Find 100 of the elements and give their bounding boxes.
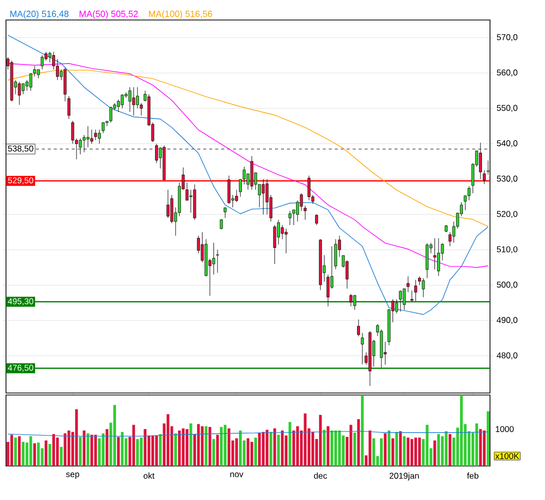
bar	[216, 434, 219, 466]
bar	[33, 443, 36, 466]
candlestick	[166, 189, 170, 218]
candlestick	[357, 319, 360, 337]
candlestick	[266, 178, 269, 215]
bar	[113, 404, 116, 466]
bar	[186, 429, 188, 466]
y-tick-label: 490,0	[496, 317, 518, 324]
bar	[68, 430, 70, 466]
bar	[132, 424, 136, 466]
candlestick	[433, 238, 436, 270]
bar	[250, 442, 254, 466]
candlestick	[479, 142, 482, 180]
bar	[437, 434, 440, 466]
bar	[82, 430, 86, 466]
bar	[311, 432, 314, 466]
candlestick	[82, 134, 86, 152]
bar	[174, 433, 177, 466]
bar	[208, 426, 212, 466]
candlestick	[315, 214, 318, 226]
candlestick	[437, 238, 440, 276]
ref-line-label: 529,50	[8, 177, 34, 184]
candlestick	[349, 294, 352, 307]
text: x100K	[495, 453, 520, 460]
bar	[433, 440, 436, 466]
bar	[29, 436, 32, 466]
bar	[388, 430, 390, 466]
candlestick	[128, 86, 132, 112]
y-tick-label: 540,0	[496, 140, 518, 148]
bar	[254, 438, 257, 466]
y-tick-label: 560,0	[496, 70, 518, 77]
candlestick	[98, 129, 101, 144]
candlestick	[102, 122, 105, 134]
candlestick	[109, 106, 112, 123]
candlestick	[284, 228, 288, 254]
line-series	[8, 34, 488, 315]
candlestick	[33, 66, 36, 77]
bar	[350, 424, 352, 466]
bar	[78, 436, 82, 466]
bar	[357, 419, 360, 466]
x-tick-label: feb	[467, 472, 478, 479]
candlestick	[212, 242, 216, 275]
bar	[266, 430, 268, 466]
bar	[288, 422, 292, 466]
series-label: MA(20) 516,48	[10, 10, 69, 19]
bar	[486, 411, 490, 466]
bar	[228, 428, 230, 466]
x-tick-label: sep	[66, 472, 80, 479]
candlestick	[220, 218, 223, 230]
text: MA(100) 516,56	[148, 10, 212, 19]
candlestick	[120, 94, 124, 109]
candlestick	[56, 58, 59, 80]
candlestick	[353, 294, 356, 310]
candlestick	[360, 332, 364, 365]
candlestick	[410, 290, 414, 302]
y-tick-label: 550,0	[496, 104, 518, 112]
bar	[460, 395, 463, 466]
bar	[269, 432, 272, 466]
candlestick	[136, 86, 139, 109]
bar	[479, 429, 482, 466]
bar	[166, 414, 170, 466]
candlestick	[155, 143, 158, 164]
bar	[338, 430, 341, 466]
bar	[56, 438, 59, 466]
candlestick	[132, 86, 136, 116]
ref-line-label: 495,30	[8, 298, 34, 306]
bar	[410, 439, 414, 466]
candlestick	[414, 280, 418, 302]
bar	[212, 439, 216, 466]
bar	[136, 439, 139, 466]
bar	[258, 432, 261, 466]
candlestick	[418, 276, 421, 286]
text: MA(50) 505,52	[80, 10, 138, 19]
candlestick	[422, 278, 425, 298]
bar	[10, 434, 14, 466]
candlestick	[216, 250, 219, 274]
candlestick	[398, 290, 402, 312]
candlestick	[18, 82, 21, 106]
y-tick-label: 510,0	[496, 246, 518, 254]
bar	[395, 432, 398, 466]
x-tick-label: nov	[230, 472, 244, 478]
bar	[235, 438, 238, 466]
ref-line-label: 476,50	[8, 364, 34, 372]
bar	[64, 433, 66, 466]
bar	[14, 438, 17, 466]
bar	[117, 436, 120, 466]
bar	[426, 424, 428, 466]
bar	[18, 436, 21, 466]
candlestick	[308, 175, 310, 201]
y-tick-label: 570,0	[496, 34, 518, 42]
candlestick	[29, 72, 32, 91]
bar	[360, 395, 364, 466]
bar	[326, 426, 330, 466]
bar	[246, 438, 250, 466]
candlestick	[334, 238, 338, 270]
candlestick	[280, 224, 284, 240]
candlestick	[227, 175, 230, 204]
bar	[380, 438, 383, 466]
candlestick	[40, 55, 44, 70]
bar	[239, 430, 242, 466]
